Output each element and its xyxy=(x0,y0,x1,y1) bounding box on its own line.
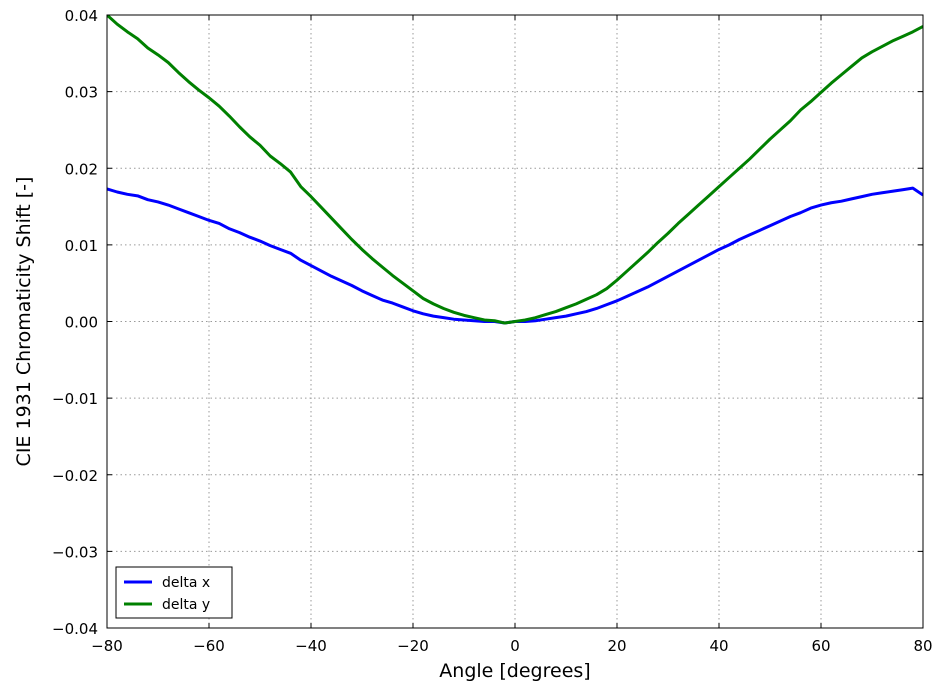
x-tick-label: 20 xyxy=(607,637,626,655)
y-tick-label: −0.02 xyxy=(52,467,98,485)
axis-ticks: −80 −60 −40 −20 0 20 40 60 80 −0.04 −0.03 −0.02 −0.0… xyxy=(52,7,933,655)
y-tick-label: 0.03 xyxy=(65,84,98,102)
x-tick-label: 40 xyxy=(709,637,728,655)
y-tick-label: 0.01 xyxy=(65,237,98,255)
x-tick-label: 60 xyxy=(811,637,830,655)
y-tick-label: −0.04 xyxy=(52,620,98,638)
y-tick-label: 0.02 xyxy=(65,160,98,178)
y-tick-label: 0.04 xyxy=(65,7,98,25)
y-tick-label: −0.01 xyxy=(52,390,98,408)
legend: delta x delta y xyxy=(115,566,233,619)
x-tick-label: −40 xyxy=(295,637,327,655)
series-line-delta-x xyxy=(107,186,923,325)
x-tick-label: −20 xyxy=(397,637,429,655)
x-tick-label: −60 xyxy=(193,637,225,655)
x-axis-label: Angle [degrees] xyxy=(439,660,590,682)
x-tick-label: −80 xyxy=(91,637,123,655)
x-tick-label: 0 xyxy=(510,637,520,655)
legend-label: delta y xyxy=(162,597,210,613)
y-axis-label: CIE 1931 Chromaticity Shift [-] xyxy=(13,177,35,467)
legend-box xyxy=(115,566,233,619)
y-tick-label: −0.03 xyxy=(52,543,98,561)
series-line-delta-y xyxy=(107,15,923,325)
y-tick-label: 0.00 xyxy=(65,314,98,332)
legend-label: delta x xyxy=(162,575,210,591)
x-tick-label: 80 xyxy=(913,637,932,655)
series-group xyxy=(107,15,923,325)
